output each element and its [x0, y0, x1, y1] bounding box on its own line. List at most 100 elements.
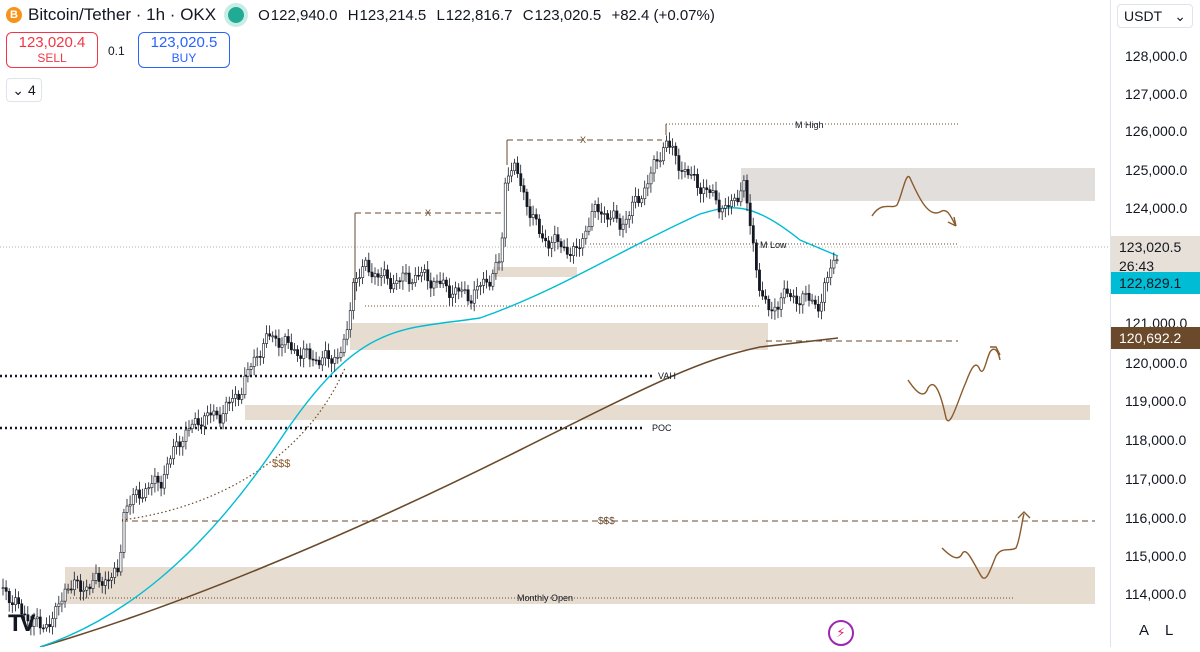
candle-body [345, 329, 349, 340]
candle-body [559, 241, 563, 248]
candle-body [166, 463, 169, 475]
order-quantity[interactable]: 0.1 [108, 44, 125, 58]
low-value: 122,816.7 [445, 6, 513, 24]
candle-body [162, 474, 166, 489]
candle-body [144, 488, 148, 498]
candle-body [14, 597, 17, 606]
candle-body [66, 588, 70, 591]
candle-body [138, 489, 141, 499]
candle-body [41, 627, 45, 630]
monthly-open-label: Monthly Open [517, 593, 573, 603]
sell-button[interactable]: 123,020.4 SELL [6, 32, 98, 68]
auto-scale-button[interactable]: A [1139, 622, 1150, 639]
candle-body [382, 269, 386, 277]
candle-body [79, 580, 83, 592]
candle-body [20, 603, 24, 615]
candle-body [252, 356, 256, 367]
candle-body [125, 505, 129, 513]
candle-body [119, 552, 123, 573]
candle-body [54, 606, 58, 619]
price-tick-label: 124,000.0 [1125, 200, 1188, 216]
candle-body [76, 579, 79, 582]
price-tick-label: 128,000.0 [1125, 48, 1188, 64]
candle-body [624, 218, 628, 225]
candle-body [441, 279, 445, 285]
candle-body [578, 247, 582, 249]
candle-body [826, 277, 830, 284]
candle-body [122, 512, 126, 553]
candle-body [475, 285, 479, 291]
candle-body [587, 226, 591, 232]
candle-body [389, 278, 393, 290]
candle-body [26, 614, 30, 622]
buy-label: BUY [171, 51, 197, 65]
candle-body [457, 287, 461, 292]
candle-body [751, 225, 755, 244]
candle-body [479, 285, 482, 287]
candle-body [237, 393, 241, 400]
candle-body [829, 267, 833, 278]
price-tick-label: 125,000.0 [1125, 162, 1188, 178]
currency-selector[interactable]: USDT ⌄ [1117, 4, 1193, 28]
candle-body [327, 350, 331, 359]
x-label-2: X [580, 135, 586, 145]
candle-body [258, 356, 262, 358]
candle-body [413, 274, 417, 283]
candle-body [820, 301, 823, 312]
chart-area[interactable]: M High M Low X X VAH POC $$$ $$$ Monthly Open B … [0, 0, 1110, 648]
symbol-name[interactable]: Bitcoin/Tether [28, 5, 131, 24]
candle-body [141, 497, 145, 499]
candle-body [494, 262, 498, 274]
candle-body [23, 613, 27, 616]
indicators-toggle[interactable]: ⌄ 4 [6, 78, 42, 102]
candle-body [435, 280, 439, 283]
exchange[interactable]: OKX [180, 5, 217, 24]
candle-body [426, 269, 430, 282]
candle-body [181, 441, 185, 448]
currency-label: USDT [1124, 8, 1163, 24]
candle-body [17, 597, 21, 605]
lightning-icon[interactable]: ⚡ [828, 620, 854, 646]
candle-body [767, 298, 771, 311]
buy-button[interactable]: 123,020.5 BUY [138, 32, 230, 68]
candle-body [7, 591, 11, 604]
interval[interactable]: 1h [146, 5, 166, 24]
candle-body [296, 349, 300, 356]
candle-body [513, 162, 517, 172]
candle-body [274, 335, 278, 339]
candle-body [671, 145, 675, 148]
high-value: 123,214.5 [359, 6, 427, 24]
candle-body [497, 261, 501, 264]
candle-body [69, 588, 73, 591]
candle-body [596, 204, 600, 213]
candle-body [407, 272, 411, 285]
candle-body [116, 567, 120, 573]
ema-line [39, 207, 839, 648]
candle-body [581, 238, 585, 249]
candle-body [51, 618, 55, 628]
candle-body [733, 197, 737, 201]
candle-body [686, 169, 690, 176]
candle-body [640, 198, 644, 204]
log-scale-button[interactable]: L [1165, 622, 1174, 639]
candle-body [742, 180, 746, 192]
candle-body [661, 147, 665, 162]
candle-body [262, 343, 265, 358]
sell-price: 123,020.4 [18, 34, 86, 51]
candle-body [649, 172, 653, 185]
candle-body [692, 173, 696, 176]
candle-body [249, 366, 253, 370]
candle-body [221, 413, 225, 424]
candle-body [209, 412, 213, 416]
tradingview-logo[interactable]: TV [8, 610, 36, 637]
candle-body [379, 275, 383, 278]
candle-body [370, 271, 374, 278]
candle-body [779, 297, 783, 310]
candle-body [565, 246, 569, 255]
candle-body [575, 246, 579, 248]
candle-body [358, 277, 362, 279]
candle-body [85, 586, 89, 591]
candle-body [91, 580, 95, 589]
projection-scribble-1 [871, 175, 957, 227]
price-axis[interactable]: USDT ⌄ 128,000.0 127,000.0 126,000.0 125,00… [1110, 0, 1200, 647]
